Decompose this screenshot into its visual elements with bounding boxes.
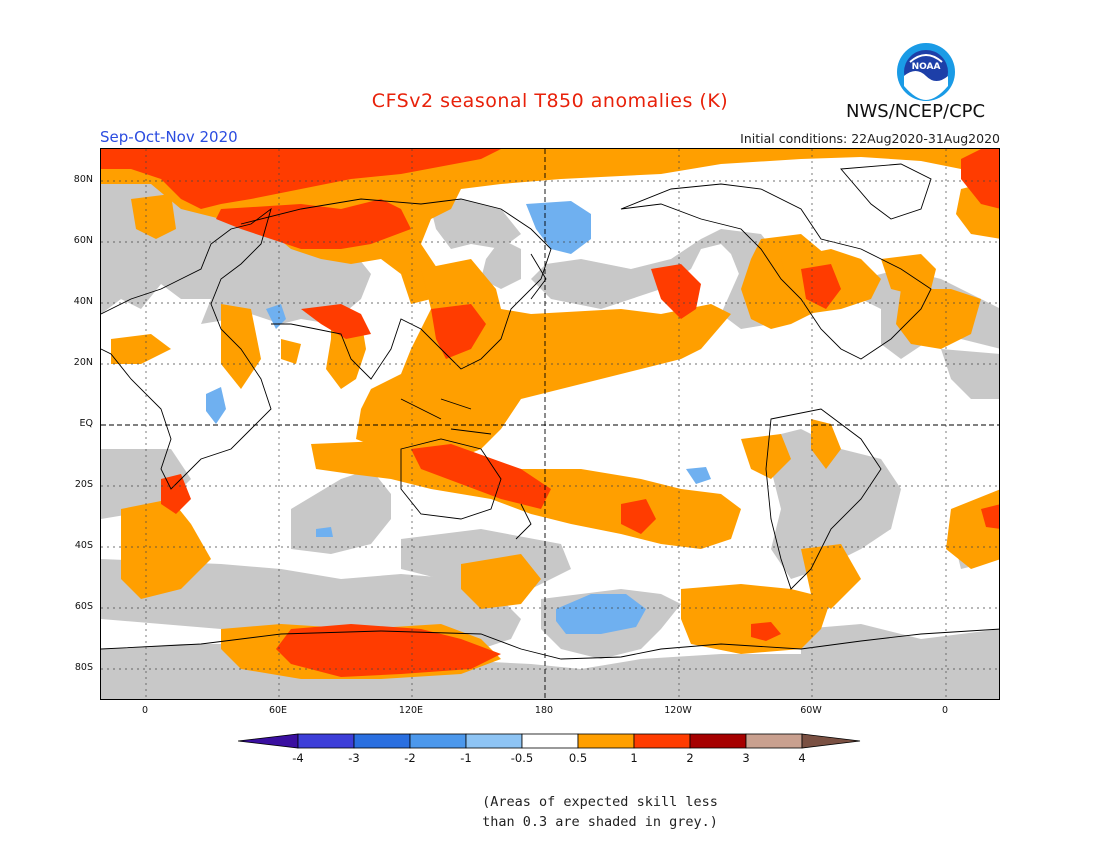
lon-label-0: 0 <box>141 705 149 716</box>
colorbar-label: -1 <box>460 751 472 765</box>
equator-dateline <box>101 149 999 699</box>
lon-label-60w: 60W <box>800 705 822 716</box>
season-label: Sep-Oct-Nov 2020 <box>100 128 238 146</box>
map-title: CFSv2 seasonal T850 anomalies (K) <box>371 90 729 112</box>
colorbar-label: -0.5 <box>510 751 534 765</box>
colorbar <box>238 733 861 749</box>
colorbar-bin <box>577 733 635 749</box>
lat-label-80n: 80N <box>73 174 93 185</box>
lon-label-0-east: 0 <box>941 705 949 716</box>
colorbar-bin <box>465 733 523 749</box>
colorbar-bin <box>745 733 803 749</box>
lat-label-80s: 80S <box>74 662 93 673</box>
warm-anomaly-1-2 <box>101 149 999 677</box>
anomaly-map <box>100 148 1000 700</box>
colorbar-bin <box>353 733 411 749</box>
lat-label-60s: 60S <box>74 601 93 612</box>
lat-label-40n: 40N <box>73 296 93 307</box>
colorbar-arrow-low <box>238 733 299 749</box>
colorbar-label: -4 <box>292 751 304 765</box>
noaa-logo-icon: NOAA <box>897 43 955 101</box>
lon-label-120w: 120W <box>664 705 692 716</box>
lon-label-180: 180 <box>534 705 554 716</box>
lat-label-60n: 60N <box>73 235 93 246</box>
colorbar-label: -2 <box>404 751 416 765</box>
colorbar-bin <box>297 733 355 749</box>
initial-conditions-label: Initial conditions: 22Aug2020-31Aug2020 <box>740 131 1000 146</box>
lon-label-120e: 120E <box>398 705 424 716</box>
colorbar-label: 1 <box>630 751 638 765</box>
cool-anomaly-neg1-neg0.5 <box>206 201 711 634</box>
colorbar-label: 2 <box>686 751 694 765</box>
colorbar-bin <box>689 733 747 749</box>
colorbar-arrow-high <box>801 733 861 749</box>
noaa-logo-text: NOAA <box>912 62 941 72</box>
colorbar-bin <box>409 733 467 749</box>
colorbar-bin <box>633 733 691 749</box>
colorbar-label: 0.5 <box>568 751 588 765</box>
lat-label-eq: EQ <box>79 418 93 429</box>
coastlines <box>101 163 999 660</box>
colorbar-label: -3 <box>348 751 360 765</box>
colorbar-label: 4 <box>798 751 806 765</box>
colorbar-bin <box>521 733 579 749</box>
lat-label-40s: 40S <box>74 540 93 551</box>
lon-label-60e: 60E <box>268 705 288 716</box>
skill-footnote-line1: (Areas of expected skill less <box>482 794 718 810</box>
lat-label-20s: 20S <box>74 479 93 490</box>
lat-label-20n: 20N <box>73 357 93 368</box>
agency-label: NWS/NCEP/CPC <box>846 101 986 122</box>
skill-footnote: (Areas of expected skill less than 0.3 a… <box>430 792 770 832</box>
skill-footnote-line2: than 0.3 are shaded in grey.) <box>482 814 718 830</box>
anomaly-map-svg <box>101 149 999 699</box>
colorbar-label: 3 <box>742 751 750 765</box>
